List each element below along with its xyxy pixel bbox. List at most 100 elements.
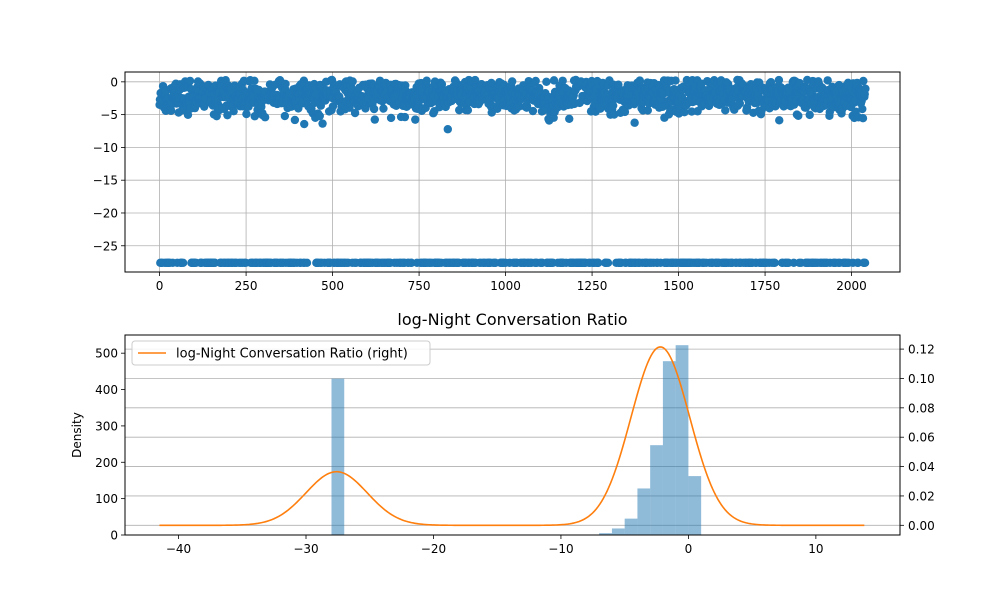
histogram-right-y-tick-label: 0.02	[908, 489, 935, 503]
histogram-right-y-axis: 0.00 0.02 0.04 0.06 0.08 0.10 0.12	[900, 343, 935, 533]
scatter-y-tick-label: −15	[93, 174, 118, 188]
histogram-x-tick-label: −30	[293, 542, 318, 556]
scatter-x-tick-label: 1500	[663, 279, 694, 293]
kde-line	[159, 346, 865, 527]
scatter-point	[302, 258, 312, 268]
scatter-y-tick-label: 0	[110, 75, 118, 89]
scatter-point	[859, 76, 868, 86]
scatter-point	[774, 75, 784, 85]
scatter-point	[250, 76, 259, 86]
histogram-title: log-Night Conversation Ratio	[397, 310, 627, 329]
histogram-x-tick-label: −40	[166, 542, 191, 556]
scatter-point	[775, 116, 784, 125]
scatter-point	[185, 76, 195, 86]
scatter-point	[549, 76, 559, 85]
histogram-x-axis: −40 −30 −20 −10 0 10	[166, 535, 824, 556]
histogram-right-y-tick-label: 0.10	[908, 372, 935, 386]
histogram-bar	[650, 445, 663, 535]
histogram-y-tick-label: 0	[110, 529, 118, 543]
scatter-point	[437, 80, 447, 89]
histogram-bar	[637, 488, 651, 535]
scatter-point	[260, 113, 270, 122]
scatter-point	[861, 84, 870, 93]
scatter-y-tick-label: −20	[93, 206, 118, 220]
histogram-bar	[331, 378, 345, 535]
scatter-point	[620, 107, 630, 117]
scatter-point	[860, 258, 870, 268]
histogram-plot-frame	[124, 334, 901, 536]
scatter-point	[858, 113, 868, 123]
scatter-point	[805, 110, 814, 120]
scatter-y-tick-label: −5	[100, 108, 118, 122]
scatter-point	[443, 125, 453, 134]
scatter-point	[721, 106, 730, 115]
legend-box	[131, 340, 431, 366]
scatter-point	[766, 78, 776, 87]
scatter-point	[671, 76, 680, 85]
scatter-x-tick-label: 1750	[750, 279, 781, 293]
scatter-point	[528, 106, 538, 116]
scatter-point	[834, 80, 844, 90]
scatter-x-tick-label: 0	[156, 279, 164, 293]
scatter-y-tick-label: −10	[93, 141, 118, 155]
scatter-x-tick-label: 1000	[490, 279, 521, 293]
scatter-point	[470, 75, 480, 85]
scatter-point	[635, 76, 645, 85]
scatter-point	[290, 115, 300, 125]
histogram-bar	[611, 528, 625, 535]
scatter-plot-frame	[124, 71, 901, 273]
histogram-right-y-tick-label: 0.12	[908, 343, 935, 357]
histogram-right-y-tick-label: 0.08	[908, 401, 935, 415]
scatter-point	[565, 114, 574, 123]
scatter-point	[229, 106, 238, 116]
scatter-points	[155, 75, 870, 268]
histogram-x-tick-label: 10	[808, 542, 823, 556]
histogram-x-tick-label: 0	[685, 542, 693, 556]
histogram-y-axis-label: Density	[70, 412, 84, 458]
scatter-point	[680, 107, 689, 117]
scatter-point	[166, 106, 176, 116]
scatter-point	[348, 77, 357, 86]
histogram-y-tick-label: 100	[95, 492, 118, 506]
scatter-point	[369, 104, 379, 114]
histogram-right-y-tick-label: 0.06	[908, 431, 935, 445]
histogram-y-tick-label: 500	[95, 347, 118, 361]
scatter-point	[463, 105, 473, 115]
histogram-x-tick-label: −10	[548, 542, 573, 556]
histogram-bar	[675, 345, 689, 535]
scatter-point	[411, 115, 420, 124]
scatter-x-tick-label: 500	[321, 279, 344, 293]
scatter-point	[858, 104, 867, 114]
scatter-point	[603, 258, 613, 268]
scatter-point	[735, 99, 745, 108]
histogram-bar	[599, 533, 612, 535]
scatter-x-tick-label: 1250	[577, 279, 608, 293]
histogram-right-y-tick-label: 0.04	[908, 460, 935, 474]
scatter-point	[242, 109, 251, 119]
scatter-y-axis: 0 −5 −10 −15 −20 −25	[93, 75, 125, 253]
scatter-point	[542, 77, 551, 86]
scatter-point	[507, 77, 517, 86]
scatter-point	[300, 119, 309, 129]
scatter-point	[370, 115, 379, 124]
scatter-x-tick-label: 250	[235, 279, 258, 293]
scatter-point	[350, 108, 360, 118]
scatter-point	[318, 119, 327, 128]
legend-label: log-Night Conversation Ratio (right)	[176, 347, 408, 362]
scatter-point	[515, 102, 524, 111]
scatter-point	[558, 76, 567, 85]
scatter-point	[315, 111, 324, 121]
histogram-y-tick-label: 400	[95, 383, 118, 397]
scatter-point	[643, 106, 652, 115]
scatter-point	[794, 111, 803, 120]
scatter-point	[379, 104, 388, 113]
histogram-left-y-axis: 0 100 200 300 400 500	[95, 347, 125, 543]
histogram-plot: log-Night Conversation Ratio −40 −30 −20 −1…	[70, 310, 935, 556]
scatter-plot: 0 250 500 750 1000 1250 1500 1750 2000 0 −5 −10 −15…	[93, 71, 901, 293]
histogram-bar	[624, 518, 638, 535]
scatter-point	[531, 76, 540, 86]
scatter-point	[400, 112, 410, 122]
histogram-right-y-tick-label: 0.00	[908, 519, 935, 533]
scatter-point	[823, 76, 832, 85]
